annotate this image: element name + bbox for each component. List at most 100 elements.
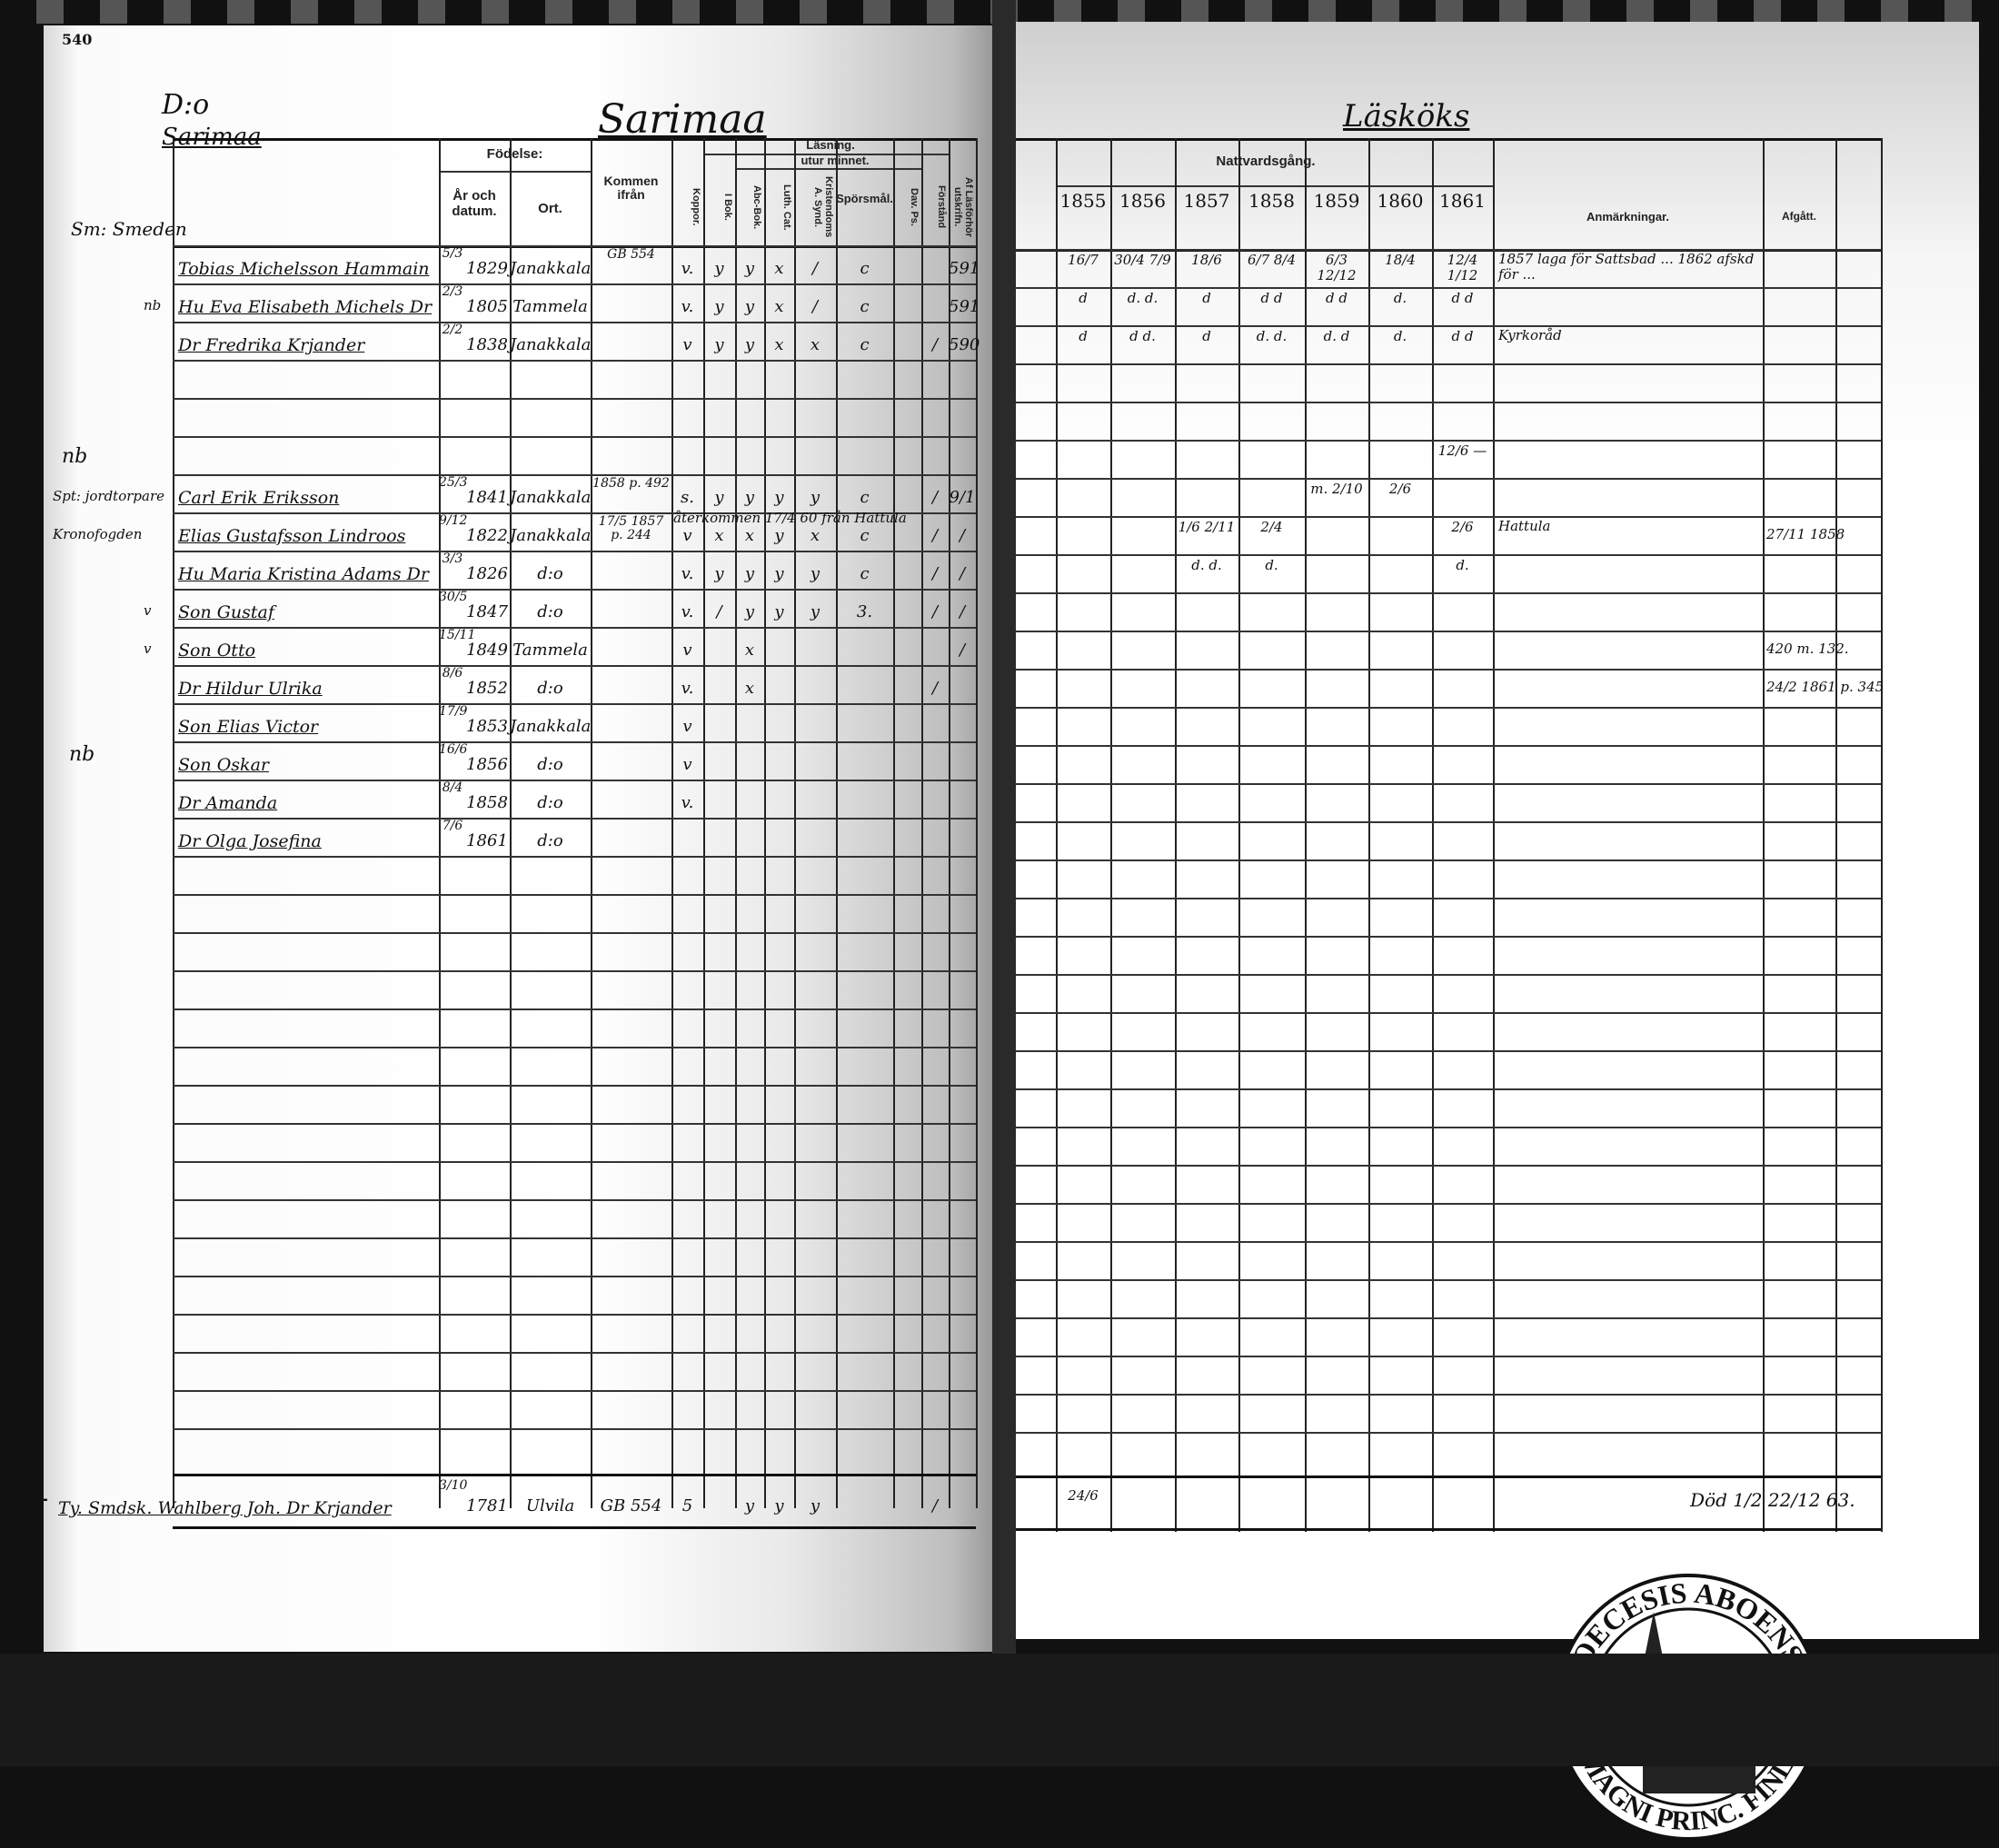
header-came-from: Kommen ifrån	[603, 174, 659, 203]
cell-kopp: v	[682, 755, 692, 774]
cell-c12: /	[931, 335, 939, 354]
communion-date: d. d.	[1127, 290, 1159, 306]
birth-day-month: 7/6	[442, 819, 463, 833]
cell-place: Tammela	[512, 297, 588, 316]
header-place: Ort.	[538, 201, 562, 216]
row-line	[1016, 1088, 1881, 1090]
row-line	[173, 512, 976, 514]
row-line	[1016, 402, 1881, 403]
margin-note: Kronofogden	[53, 526, 143, 542]
cell-c12: /	[931, 526, 939, 545]
cell-c13: /	[959, 564, 966, 583]
row-line	[173, 1161, 976, 1163]
row-line	[1016, 821, 1881, 823]
row-line	[1016, 1356, 1881, 1357]
footer-cell-kopp: 5	[681, 1496, 693, 1515]
footer-top-border	[1016, 1475, 1881, 1478]
footer-cell-place: Ulvila	[525, 1496, 575, 1515]
row-line	[173, 474, 976, 476]
margin-note: Spt: jordtorpare	[53, 488, 165, 504]
cell-abc: x	[744, 679, 755, 698]
row-line	[1016, 1050, 1881, 1052]
birth-year: 1841	[466, 488, 508, 507]
cell-kopp: v.	[681, 564, 694, 583]
page-number: 540	[62, 31, 93, 48]
row-line	[173, 780, 976, 781]
row-line	[173, 1428, 976, 1430]
footer-cell-c12: /	[931, 1496, 939, 1515]
header-communion: Nattvardsgång.	[1216, 154, 1316, 169]
row-line	[173, 1085, 976, 1087]
row-line	[1016, 936, 1881, 938]
row-line	[1016, 631, 1881, 632]
header-birth: Födelse:	[486, 146, 543, 162]
row-line	[1016, 974, 1881, 976]
column-line	[836, 138, 838, 1508]
column-line	[1432, 138, 1434, 1532]
table-top-border	[173, 138, 976, 141]
cell-spors: c	[860, 564, 870, 583]
column-line	[949, 138, 950, 1508]
year-header-1855: 1855	[1059, 190, 1107, 212]
row-line	[173, 1237, 976, 1239]
row-line	[1016, 783, 1881, 785]
header-abc-book: Abc-Bok.	[751, 184, 762, 230]
cell-ibok: x	[714, 526, 724, 545]
communion-date: 6/3 12/12	[1317, 252, 1357, 283]
row-line	[1016, 554, 1881, 556]
margin-note: v	[144, 641, 152, 657]
cell-ibok: y	[714, 488, 724, 507]
book-spine	[992, 0, 1016, 1766]
cell-ibok: /	[716, 602, 722, 621]
row-line	[1016, 325, 1881, 327]
row-line	[173, 932, 976, 934]
row-line	[1016, 1432, 1881, 1434]
cell-luth: y	[774, 602, 784, 621]
cell-place: d:o	[537, 602, 563, 621]
left-page: 540 D:o Sarimaa Sarimaa Sm: Smeden nb nb…	[27, 25, 992, 1652]
header-year-date: År och datum.	[452, 188, 497, 219]
year-header-1861: 1861	[1439, 190, 1486, 212]
birth-day-month: 16/6	[439, 742, 468, 757]
communion-date: 30/4 7/9	[1114, 252, 1171, 268]
birth-year: 1829	[466, 259, 508, 278]
footer-top-border	[173, 1474, 976, 1476]
cell-kopp: v.	[681, 602, 694, 621]
column-line	[671, 138, 673, 1508]
row-line	[1016, 287, 1881, 289]
row-line	[1016, 478, 1881, 480]
cell-ibok: y	[714, 259, 724, 278]
communion-date: 12/6 —	[1437, 442, 1487, 459]
row-line	[173, 1276, 976, 1277]
cell-place: Janakkala	[510, 717, 592, 736]
row-line	[173, 627, 976, 629]
row-line	[173, 283, 976, 285]
communion-date: 2/6	[1388, 481, 1412, 497]
year-header-1857: 1857	[1183, 190, 1230, 212]
column-line	[794, 138, 796, 1508]
cell-c13: 591	[949, 297, 980, 316]
header-col-13: Af Läsförhör utskrifn.	[951, 177, 974, 237]
margin-nb-mark: nb	[62, 445, 88, 468]
row-line	[1016, 898, 1881, 899]
person-name: Son Elias Victor	[178, 717, 319, 737]
communion-date: d d	[1451, 328, 1474, 344]
cell-abc: y	[744, 297, 755, 316]
margin-nb-mark: nb	[69, 743, 95, 766]
row-line	[1016, 1317, 1881, 1319]
table-top-border	[1016, 138, 1881, 141]
year-header-1860: 1860	[1377, 190, 1424, 212]
row-line	[173, 1314, 976, 1316]
footer-cell-luth: y	[774, 1496, 784, 1515]
cell-abc: y	[744, 602, 755, 621]
row-line	[1016, 707, 1881, 709]
row-line	[173, 1123, 976, 1125]
cell-place: d:o	[537, 679, 563, 698]
cell-spors: 3.	[856, 602, 873, 621]
person-name: Dr Amanda	[178, 793, 278, 813]
footer-cell-asynd: y	[810, 1496, 820, 1515]
cell-c12: /	[931, 602, 939, 621]
cell-kopp: s.	[681, 488, 694, 507]
communion-date: 1/6 2/11	[1178, 519, 1236, 535]
column-line	[510, 138, 512, 1508]
